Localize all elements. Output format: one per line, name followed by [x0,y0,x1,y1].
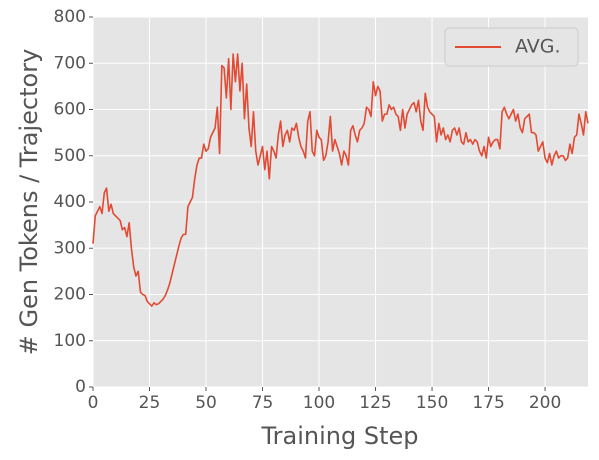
y-tick-label: 600 [54,100,86,120]
x-tick-label: 100 [303,393,335,413]
y-tick-label: 100 [54,331,86,351]
line [92,53,589,307]
x-tick-label: 25 [139,393,161,413]
y-tick-label: 500 [54,146,86,166]
x-tick-label: 200 [529,393,561,413]
x-tick-label: 175 [472,393,504,413]
x-tick-label: 50 [195,393,217,413]
x-axis-label: Training Step [261,422,419,450]
x-tick-label: 75 [252,393,274,413]
x-tick-label: 0 [88,393,99,413]
y-axis-label: # Gen Tokens / Trajectory [15,49,43,356]
y-tick-label: 300 [54,238,86,258]
y-tick-label: 0 [75,377,86,397]
y-tick-label: 800 [54,7,86,27]
y-tick-label: 400 [54,192,86,212]
y-tick-label: 200 [54,285,86,305]
legend-box [444,27,579,67]
x-tick-label: 150 [416,393,448,413]
x-tick-label: 125 [359,393,391,413]
legend-label: AVG. [515,36,561,58]
y-tick-label: 700 [54,53,86,73]
